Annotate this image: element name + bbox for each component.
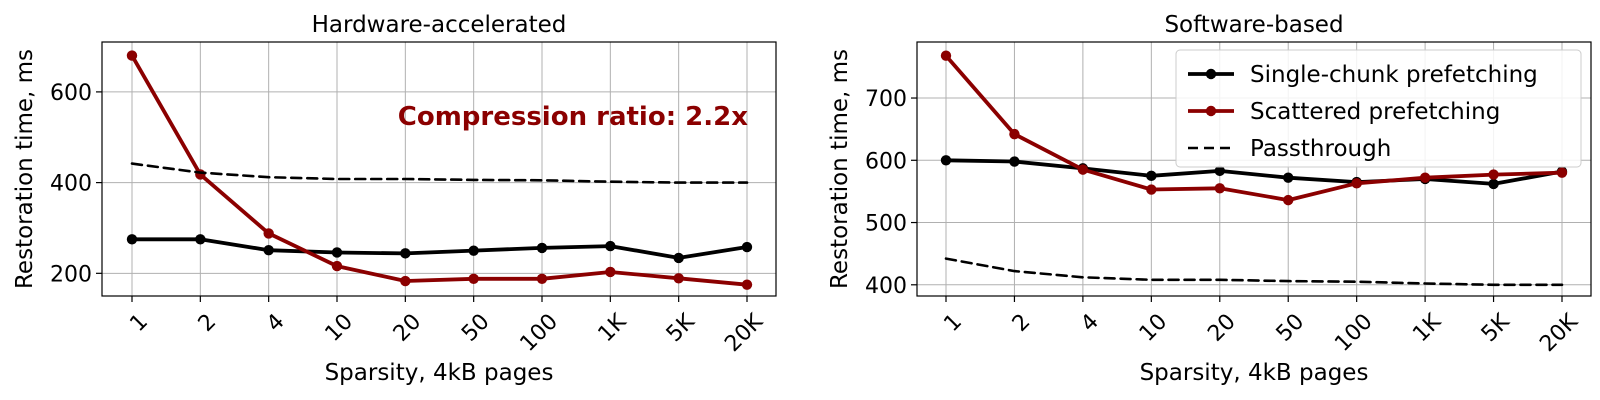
data-point: [536, 273, 548, 284]
y-tick-label: 600: [865, 149, 907, 174]
plot-frame: [101, 41, 777, 297]
y-tick-label: 600: [50, 81, 92, 106]
data-point: [331, 247, 343, 258]
data-point: [605, 240, 616, 252]
data-point: [468, 245, 479, 256]
y-tick-label: 500: [865, 212, 907, 237]
legend-label: Scattered prefetching: [1250, 99, 1500, 125]
legend-label: Passthrough: [1250, 136, 1391, 162]
data-point: [1214, 165, 1225, 177]
series-line: [130, 53, 749, 287]
data-point: [400, 248, 411, 259]
x-tick-label: 20K: [1535, 309, 1583, 357]
chart-title: Hardware-accelerated: [312, 12, 567, 38]
data-point: [940, 50, 952, 61]
x-tick-label: 10: [1135, 309, 1172, 346]
x-tick-label: 5K: [662, 309, 700, 347]
data-point: [1009, 128, 1020, 140]
data-point: [1077, 164, 1089, 175]
series-single-chunk-prefetching: [126, 234, 753, 264]
y-tick-label: 400: [50, 172, 92, 197]
series-line: [130, 237, 749, 260]
x-tick-label: 2: [1008, 309, 1036, 337]
data-point: [536, 242, 548, 254]
x-tick-label: 4: [1076, 309, 1104, 337]
x-tick-label: 4: [262, 309, 290, 337]
x-tick-label: 50: [1272, 309, 1309, 346]
x-axis-title: Sparsity, 4kB pages: [1140, 360, 1369, 386]
data-point: [1419, 172, 1431, 183]
series-passthrough: [944, 257, 1564, 287]
data-point: [1009, 156, 1020, 167]
series-line: [130, 162, 749, 184]
chart-panel-2: 400 500 600 700 1 2 4 10 20 50 100 1K 5K 20K Software-…: [827, 12, 1592, 386]
legend-label: Single-chunk prefetching: [1250, 62, 1538, 88]
data-point: [1556, 167, 1568, 178]
data-point: [741, 241, 753, 253]
plot-frame: [916, 41, 1592, 297]
data-point: [263, 244, 274, 256]
data-point: [940, 155, 952, 166]
data-point: [1488, 169, 1499, 180]
data-point: [195, 169, 206, 180]
legend-marker: [1205, 68, 1217, 80]
x-tick-label: 20K: [720, 309, 768, 357]
data-point: [1488, 178, 1499, 190]
series-line: [944, 158, 1564, 186]
data-point: [331, 260, 343, 272]
x-tick-label: 1: [125, 309, 153, 337]
data-point: [126, 234, 138, 245]
series-passthrough: [130, 162, 749, 184]
x-tick-label: 20: [389, 309, 426, 346]
x-tick-label: 1K: [594, 309, 632, 347]
chart-panel-1: 200 400 600 1 2 4 10 20 50 100 1K 5K 20K Hardware-acc…: [12, 12, 777, 386]
data-point: [741, 279, 753, 290]
data-point: [1146, 170, 1157, 182]
y-tick-label: 200: [50, 262, 92, 287]
x-tick-label: 10: [321, 309, 358, 346]
x-tick-label: 1: [939, 309, 967, 337]
x-tick-label: 20: [1203, 309, 1240, 346]
series-line: [944, 53, 1564, 203]
legend-box: [1175, 49, 1582, 168]
data-point: [263, 228, 274, 239]
legend: Single-chunk prefetching Scattered prefet…: [1175, 49, 1582, 168]
y-tick-label: 700: [865, 87, 907, 112]
chart-title: Software-based: [1164, 12, 1343, 38]
x-axis-title: Sparsity, 4kB pages: [325, 360, 554, 386]
series-scattered-prefetching: [940, 50, 1568, 206]
data-point: [1283, 194, 1294, 206]
annotation: Compression ratio: 2.2x: [398, 102, 748, 132]
data-point: [1351, 178, 1362, 189]
data-point: [1146, 184, 1157, 195]
y-axis-title: Restoration time, ms: [12, 49, 38, 289]
data-point: [605, 266, 616, 278]
x-tick-label: 50: [457, 309, 494, 346]
data-point: [1214, 183, 1225, 194]
legend-marker: [1205, 105, 1217, 117]
x-tick-label: 100: [516, 309, 563, 356]
data-point: [673, 273, 684, 284]
x-tick-label: 2: [194, 309, 222, 337]
y-axis-title: Restoration time, ms: [827, 49, 853, 289]
x-tick-label: 100: [1330, 309, 1377, 356]
data-point: [126, 50, 138, 61]
x-tick-label: 1K: [1408, 309, 1446, 347]
series-line: [944, 257, 1564, 287]
data-point: [468, 273, 479, 284]
data-point: [1283, 172, 1294, 183]
data-point: [673, 252, 684, 264]
data-point: [195, 234, 206, 245]
x-tick-label: 5K: [1477, 309, 1515, 347]
y-tick-label: 400: [865, 274, 907, 299]
data-point: [400, 275, 411, 287]
